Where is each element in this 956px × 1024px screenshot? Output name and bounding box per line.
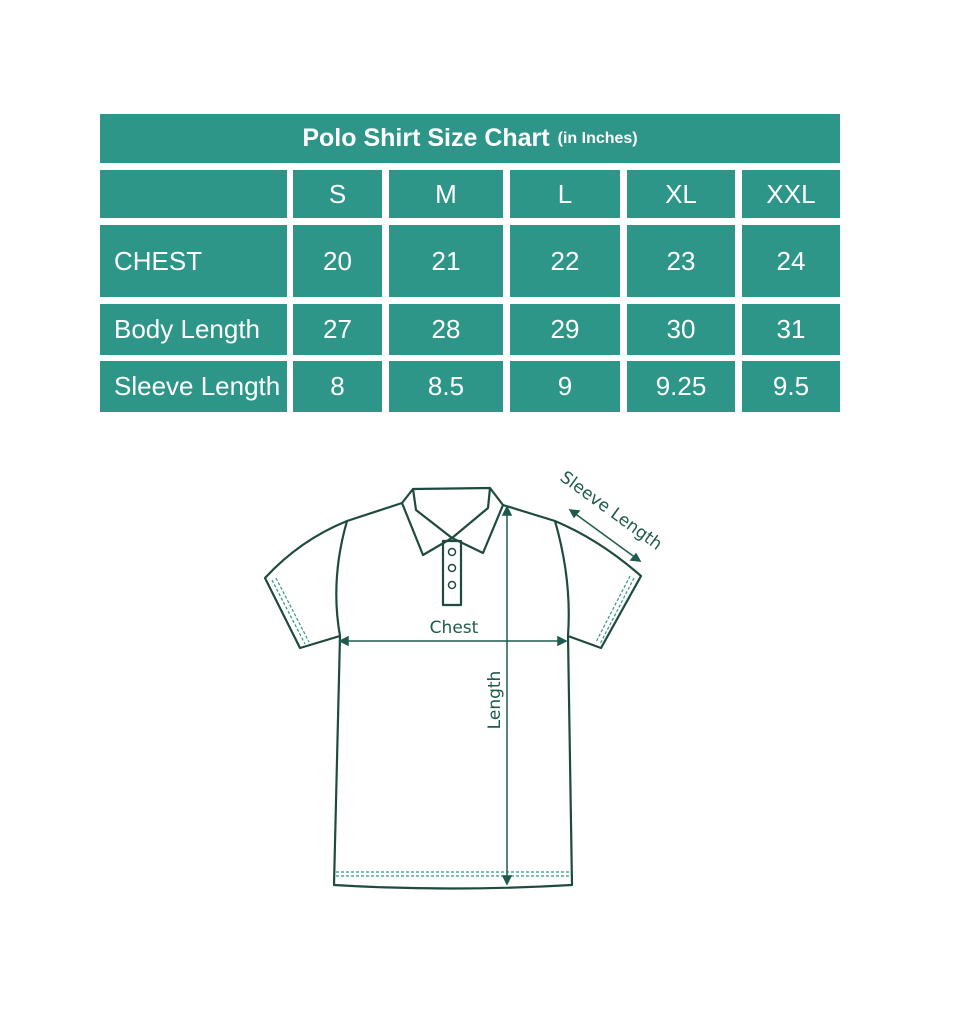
size-header-xl: XL	[627, 170, 735, 218]
header-corner-cell	[100, 170, 287, 218]
collar	[400, 486, 505, 557]
shirt-body-outline	[263, 501, 643, 890]
value-cell: 20	[293, 225, 382, 297]
left-sleeve-seam	[335, 520, 349, 637]
value-cell: 27	[293, 304, 382, 355]
row-label: CHEST	[100, 225, 287, 297]
value-cell: 21	[389, 225, 503, 297]
size-header-l: L	[510, 170, 620, 218]
value-cell: 24	[742, 225, 840, 297]
sleeve-arrow	[569, 509, 641, 562]
value-cell: 23	[627, 225, 735, 297]
chest-label: Chest	[430, 618, 479, 638]
value-cell: 9.25	[627, 361, 735, 412]
value-cell: 22	[510, 225, 620, 297]
value-cell: 28	[389, 304, 503, 355]
chart-title: Polo Shirt Size Chart (in Inches)	[100, 114, 840, 163]
size-header-s: S	[293, 170, 382, 218]
button	[447, 563, 457, 573]
value-cell: 30	[627, 304, 735, 355]
value-cell: 8	[293, 361, 382, 412]
button	[447, 547, 457, 557]
row-label: Body Length	[100, 304, 287, 355]
button	[447, 580, 457, 590]
value-cell: 9.5	[742, 361, 840, 412]
size-header-m: M	[389, 170, 503, 218]
row-label: Sleeve Length	[100, 361, 287, 412]
value-cell: 29	[510, 304, 620, 355]
placket	[441, 539, 463, 607]
title-text: Polo Shirt Size Chart	[302, 124, 550, 152]
unit-note: (in Inches)	[557, 129, 638, 147]
length-label: Length	[485, 671, 505, 730]
size-header-xxl: XXL	[742, 170, 840, 218]
value-cell: 9	[510, 361, 620, 412]
value-cell: 31	[742, 304, 840, 355]
right-sleeve-seam	[553, 520, 570, 637]
value-cell: 8.5	[389, 361, 503, 412]
